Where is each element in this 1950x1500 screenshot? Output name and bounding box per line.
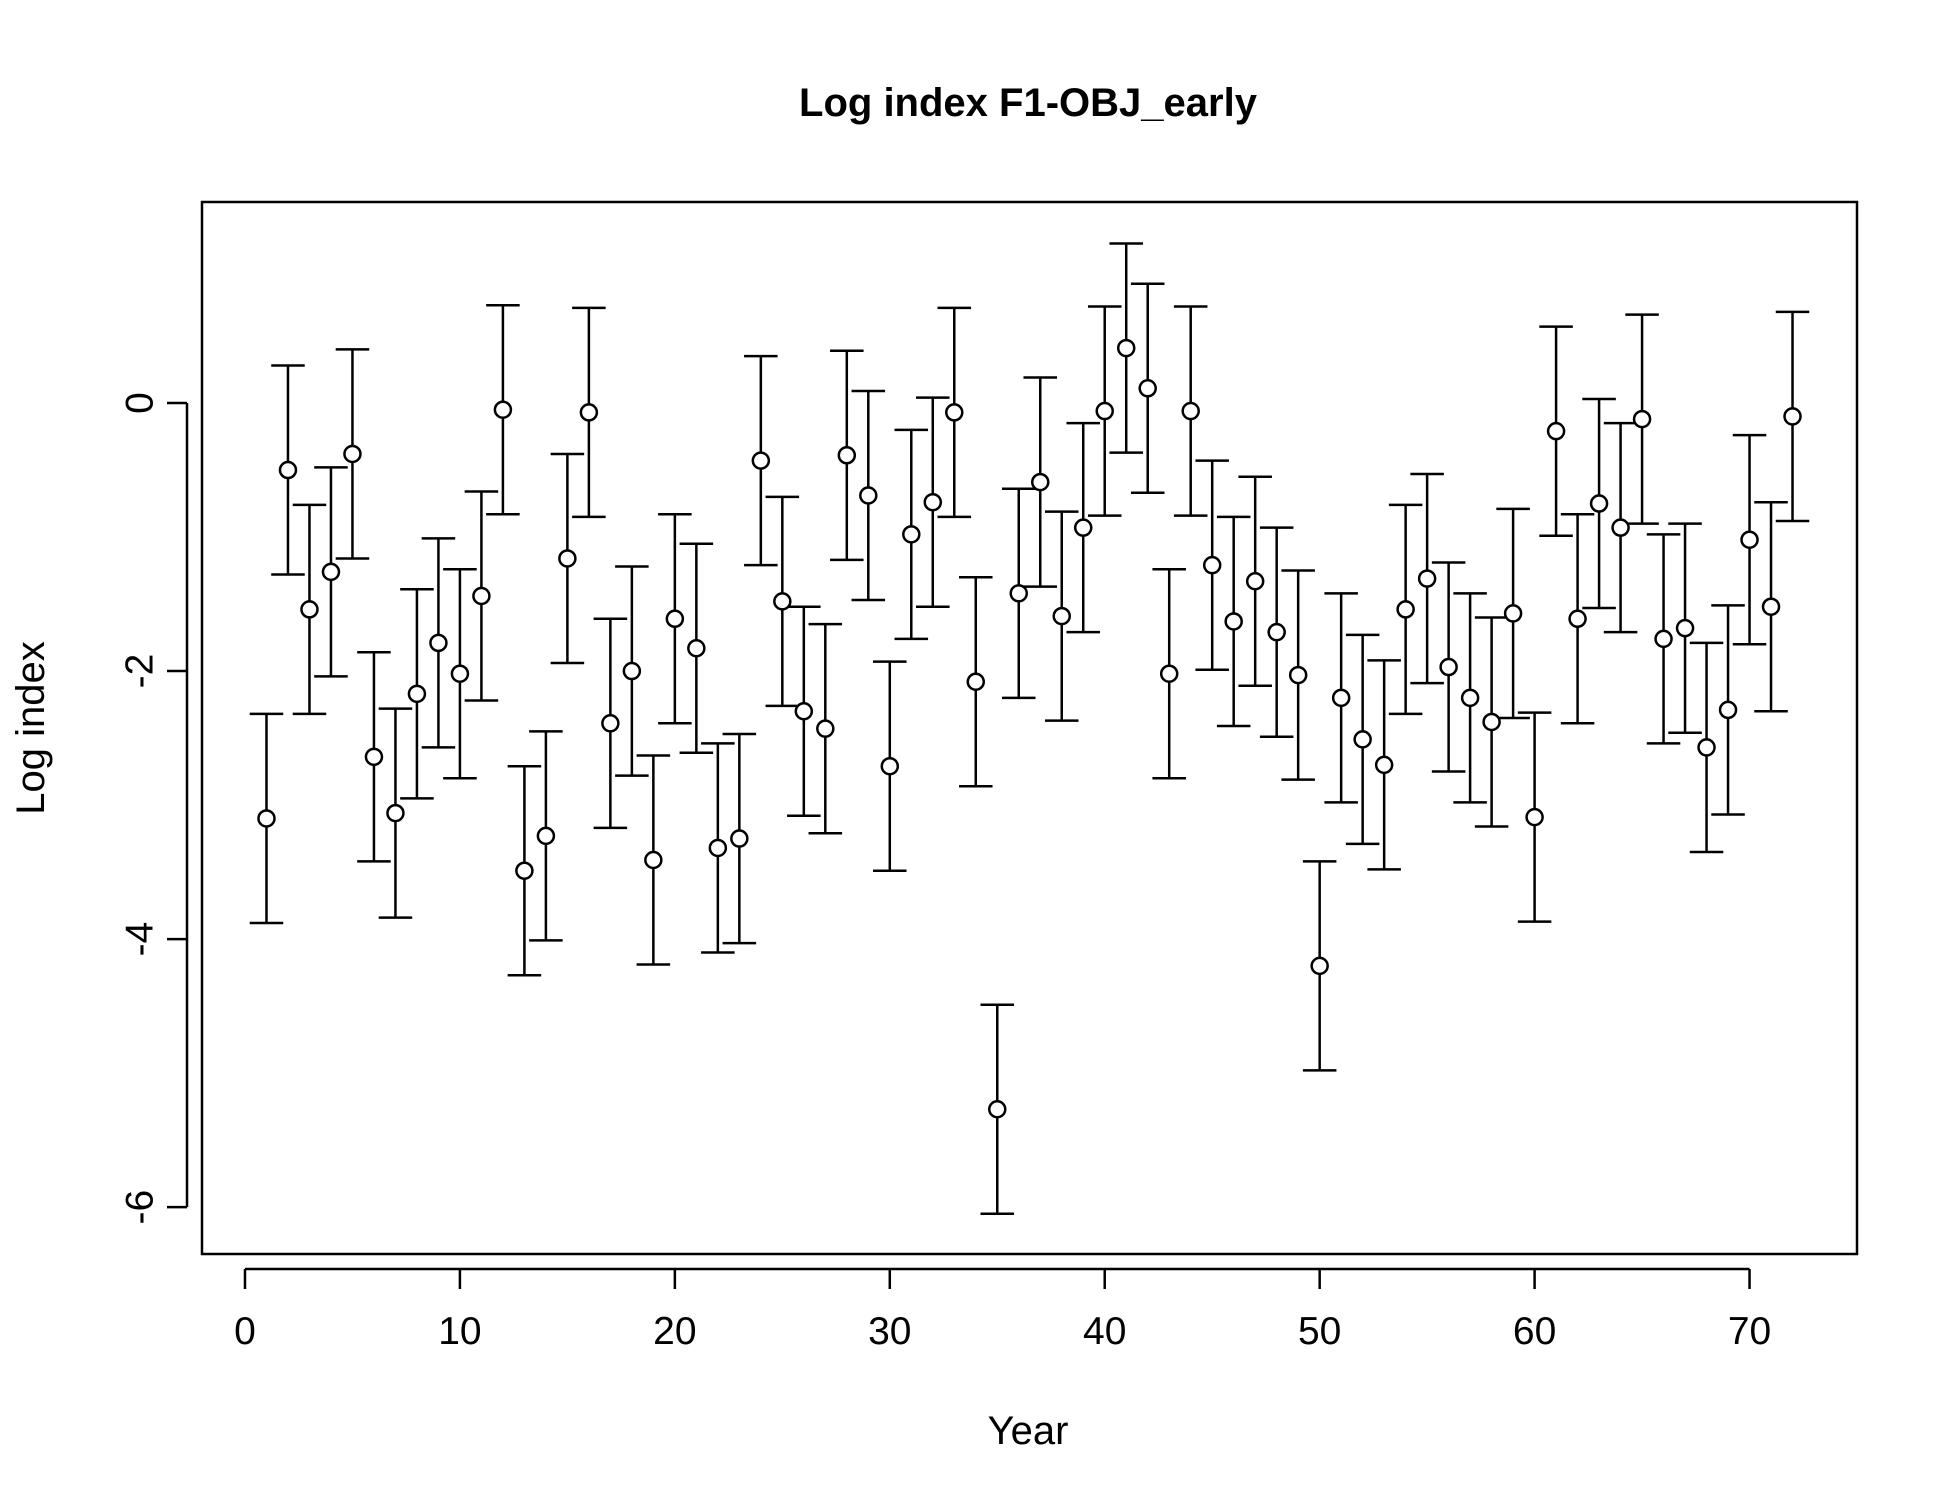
y-axis-label: Log index [9,641,53,814]
data-point [966,672,986,692]
x-tick-label: 40 [1083,1310,1126,1353]
data-point [1396,600,1415,619]
data-point [1310,956,1329,976]
data-point [1030,472,1050,492]
data-point [429,633,448,653]
data-point [1417,569,1437,588]
data-point [1525,807,1544,827]
data-point [859,486,878,505]
data-point [558,549,577,568]
data-point [1009,584,1029,603]
data-points [257,338,1802,1119]
data-point [1095,401,1114,421]
data-point [1568,609,1587,629]
data-point [1740,530,1759,549]
chart-title: Log index F1-OBJ_early [799,81,1258,125]
data-point [816,719,835,738]
data-point [1073,518,1093,537]
data-point [708,838,728,858]
data-point [1331,688,1351,708]
data-point [536,826,556,846]
x-axis: 0 10 20 30 40 50 60 70 [234,1267,1771,1353]
data-point [1482,712,1501,732]
data-point [1654,629,1673,649]
data-point [1783,407,1802,426]
data-point [880,756,900,776]
data-point [837,446,857,465]
data-point [751,451,771,470]
y-tick-label: -6 [119,1190,162,1225]
data-point [1589,494,1609,513]
x-tick-label: 20 [653,1310,696,1353]
data-point [665,609,685,629]
data-point [450,664,470,683]
data-point [1138,379,1157,398]
data-point [1181,401,1200,421]
data-point [601,714,620,733]
x-tick-label: 50 [1298,1310,1341,1353]
x-tick-label: 0 [234,1310,256,1353]
x-tick-label: 60 [1513,1310,1556,1353]
data-point [1439,657,1458,677]
data-point [1718,700,1738,720]
data-point [773,592,792,611]
x-tick-label: 10 [438,1310,481,1353]
data-point [343,444,362,464]
data-point [794,701,814,721]
data-point [1611,518,1630,537]
data-point [1288,665,1308,685]
data-point [515,861,534,880]
data-point [1460,688,1480,708]
data-point [364,747,384,767]
data-point [1052,606,1071,626]
y-tick-label: -2 [119,654,162,689]
data-point [988,1100,1007,1119]
data-point [730,829,749,848]
data-point [923,492,943,512]
data-point [644,850,663,870]
data-point [1224,612,1243,631]
data-point [493,400,513,419]
data-point [1675,618,1695,638]
data-point [1245,572,1265,591]
data-point [1116,338,1136,358]
data-point [472,586,491,606]
data-point [278,460,298,480]
data-point [386,803,405,823]
y-tick-label: 0 [119,392,162,414]
data-point [1546,421,1566,441]
data-point [407,684,427,704]
data-point [1267,622,1286,642]
data-point [1353,730,1372,749]
x-tick-label: 70 [1728,1310,1771,1353]
data-point [1374,755,1394,775]
data-point [579,403,599,422]
data-point [321,562,341,582]
data-point [1202,555,1222,575]
data-point [945,403,964,422]
data-point [1761,597,1781,616]
data-point [1503,604,1523,623]
plot-frame [200,200,1859,1256]
data-point [902,525,921,544]
data-point [300,600,319,619]
data-point [1159,664,1179,683]
x-axis-label: Year [988,1409,1069,1453]
data-point [687,639,706,658]
data-point [257,809,276,828]
data-point [1697,738,1716,757]
data-point [1632,409,1652,429]
y-tick-label: -4 [119,922,162,957]
x-tick-label: 30 [868,1310,911,1353]
data-point [622,661,642,681]
y-axis: 0 -2 -4 -6 [119,392,189,1225]
